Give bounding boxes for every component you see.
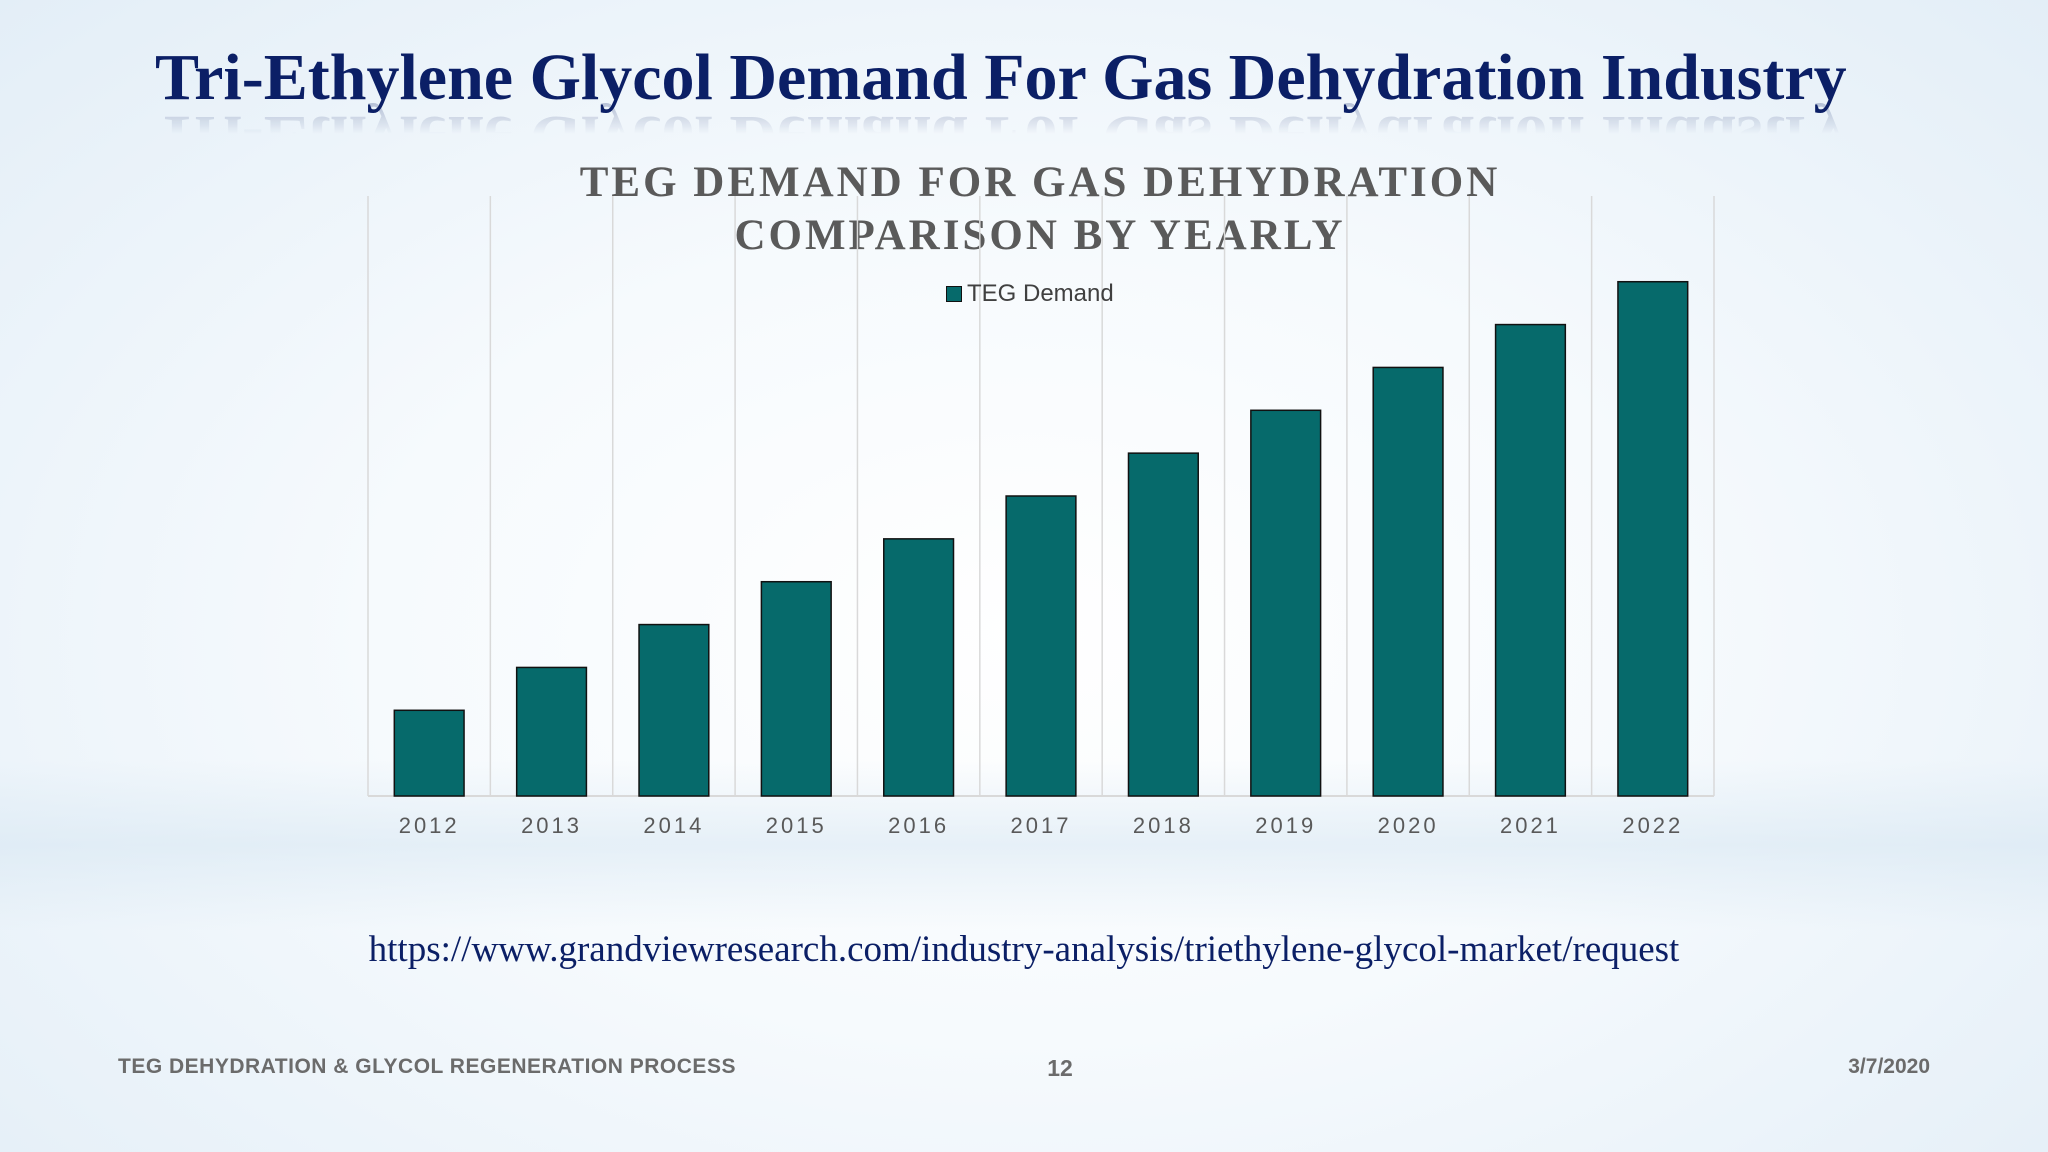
bar-2017 <box>1005 495 1077 797</box>
x-tick-label: 2019 <box>1255 813 1316 838</box>
x-tick-label: 2018 <box>1133 813 1194 838</box>
bar-chart: 2012 2013 2014 2015 2016 2017 2018 2019 2020 2021… <box>367 196 1715 838</box>
bar-2015 <box>760 580 832 797</box>
footer-presentation-title: TEG DEHYDRATION & GLYCOL REGENERATION PR… <box>118 1055 736 1078</box>
x-tick-label: 2017 <box>1011 813 1072 838</box>
bar-2019 <box>1250 409 1322 797</box>
slide-number: 12 <box>1047 1055 1073 1081</box>
bar-2022 <box>1617 280 1689 797</box>
bar-2013 <box>515 666 588 797</box>
x-tick-label: 2014 <box>643 813 704 838</box>
legend-label: TEG Demand <box>967 280 1114 307</box>
bar-2018 <box>1127 452 1199 797</box>
source-link[interactable]: https://www.grandviewresearch.com/indust… <box>368 929 1680 970</box>
slide-date: 3/7/2020 <box>1848 1055 1930 1078</box>
bar-2016 <box>883 538 955 797</box>
chart-title-line-2: COMPARISON BY YEARLY <box>734 212 1346 259</box>
bar-2021 <box>1494 323 1567 797</box>
bar-2012 <box>393 709 465 797</box>
x-tick-label: 2016 <box>888 813 949 838</box>
x-tick-label: 2012 <box>399 813 460 838</box>
x-tick-label: 2021 <box>1500 813 1561 838</box>
chart-title: TEG DEMAND FOR GAS DEHYDRATION COMPARISO… <box>368 156 1712 262</box>
chart-title-line-1: TEG DEMAND FOR GAS DEHYDRATION <box>579 159 1501 206</box>
x-tick-label: 2015 <box>766 813 827 838</box>
slide-title-group: Tri-Ethylene Glycol Demand For Gas Dehyd… <box>155 38 1955 128</box>
x-tick-label: 2013 <box>521 813 582 838</box>
bar-2014 <box>638 623 710 797</box>
x-tick-label: 2022 <box>1622 813 1683 838</box>
bar-2020 <box>1372 366 1444 797</box>
slide-title: Tri-Ethylene Glycol Demand For Gas Dehyd… <box>155 41 1847 114</box>
legend-swatch <box>946 286 962 302</box>
x-tick-label: 2020 <box>1378 813 1439 838</box>
chart-legend: TEG Demand <box>946 280 1114 308</box>
